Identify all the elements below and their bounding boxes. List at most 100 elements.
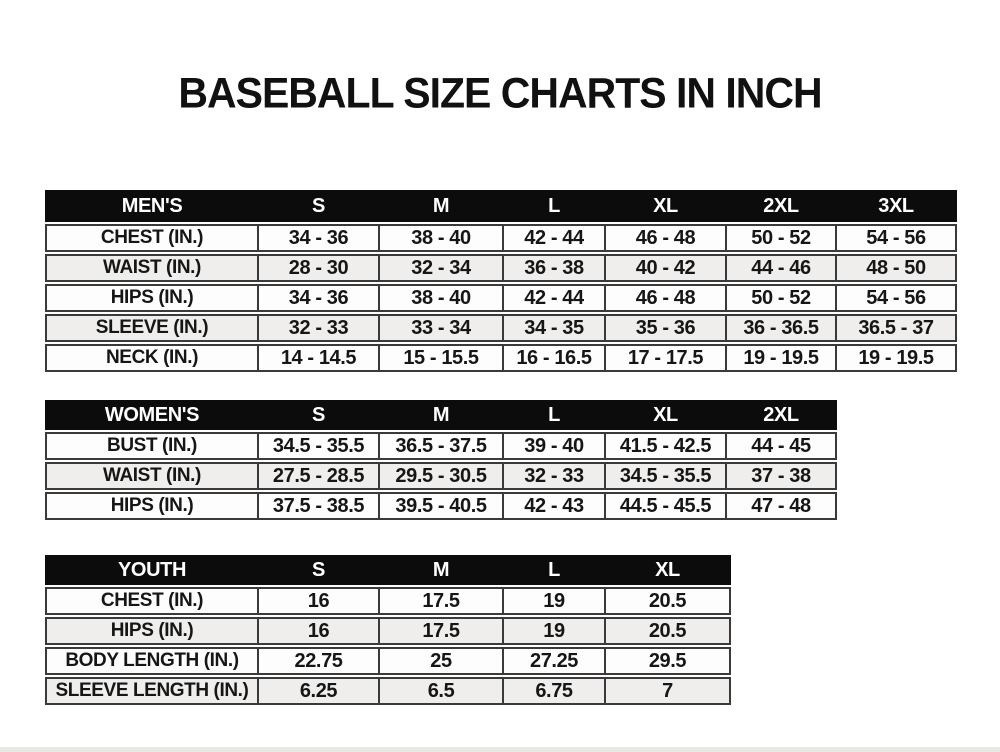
size-value: 6.75 [502,679,604,703]
size-value: 17.5 [378,619,502,643]
youth-size-column-l: L [548,558,560,581]
size-value: 19 [502,589,604,613]
womens-bust-row: BUST (IN.) 34.5 - 35.5 36.5 - 37.5 39 - 40 4… [45,432,837,460]
page-title: BASEBALL SIZE CHARTS IN INCH [178,69,822,117]
size-value: 34 - 36 [257,226,378,250]
measurement-label: WAIST (IN.) [103,465,201,486]
size-value: 34.5 - 35.5 [257,434,378,458]
womens-size-column-m: M [432,403,450,426]
size-value: 37.5 - 38.5 [257,494,378,518]
size-value: 54 - 56 [835,286,955,310]
size-value: 50 - 52 [725,286,835,310]
mens-chest-row: CHEST (IN.) 34 - 36 38 - 40 42 - 44 46 - 48 5… [45,224,957,252]
womens-size-table: WOMEN'S S M L XL 2XL BUST (IN.) 34.5 - 35.5 36.5… [45,400,837,522]
mens-size-column-l: L [548,194,560,217]
size-value: 42 - 44 [502,226,604,250]
size-value: 34 - 36 [257,286,378,310]
youth-size-column-m: M [432,558,450,581]
size-value: 27.5 - 28.5 [257,464,378,488]
size-value: 36 - 38 [502,256,604,280]
size-value: 35 - 36 [604,316,725,340]
size-value: 37 - 38 [725,464,835,488]
size-value: 28 - 30 [257,256,378,280]
size-value: 22.75 [257,649,378,673]
mens-sleeve-row: SLEEVE (IN.) 32 - 33 33 - 34 34 - 35 35 - 36… [45,314,957,342]
mens-size-column-2xl: 2XL [763,194,799,217]
size-value: 44.5 - 45.5 [604,494,725,518]
size-value: 17 - 17.5 [604,346,725,370]
youth-body-row: BODY LENGTH (IN.) 22.75 25 27.25 29.5 [45,647,731,675]
mens-header-row: MEN'S S M L XL 2XL 3XL [45,190,957,222]
size-value: 33 - 34 [378,316,502,340]
youth-hips-row: HIPS (IN.) 16 17.5 19 20.5 [45,617,731,645]
mens-size-column-3xl: 3XL [878,194,914,217]
size-value: 15 - 15.5 [378,346,502,370]
womens-header-row: WOMEN'S S M L XL 2XL [45,400,837,430]
size-value: 42 - 43 [502,494,604,518]
measurement-label: CHEST (IN.) [100,590,204,611]
womens-hips-row: HIPS (IN.) 37.5 - 38.5 39.5 - 40.5 42 - 43 4… [45,492,837,520]
measurement-label: SLEEVE (IN.) [95,317,209,338]
size-value: 25 [378,649,502,673]
size-value: 19 - 19.5 [835,346,955,370]
size-value: 32 - 34 [378,256,502,280]
mens-size-column-m: M [432,194,450,217]
womens-size-column-xl: XL [653,403,678,426]
mens-size-table: MEN'S S M L XL 2XL 3XL CHEST (IN.) 34 - 36 38 - 4… [45,190,957,374]
size-value: 29.5 - 30.5 [378,464,502,488]
size-value: 46 - 48 [604,226,725,250]
size-value: 19 - 19.5 [725,346,835,370]
mens-size-column-xl: XL [653,194,678,217]
size-value: 42 - 44 [502,286,604,310]
measurement-label: SLEEVE LENGTH (IN.) [55,680,249,701]
size-value: 7 [604,679,729,703]
measurement-label: WAIST (IN.) [103,257,201,278]
size-value: 16 [257,589,378,613]
size-value: 50 - 52 [725,226,835,250]
size-value: 34 - 35 [502,316,604,340]
size-value: 36.5 - 37.5 [378,434,502,458]
mens-waist-row: WAIST (IN.) 28 - 30 32 - 34 36 - 38 40 - 42 4… [45,254,957,282]
womens-size-column-l: L [548,403,560,426]
size-value: 38 - 40 [378,286,502,310]
size-value: 29.5 [604,649,729,673]
size-value: 41.5 - 42.5 [604,434,725,458]
size-value: 36 - 36.5 [725,316,835,340]
womens-waist-row: WAIST (IN.) 27.5 - 28.5 29.5 - 30.5 32 - 33… [45,462,837,490]
measurement-label: BUST (IN.) [107,435,197,456]
size-value: 17.5 [378,589,502,613]
youth-size-column-xl: XL [655,558,680,581]
measurement-label: HIPS (IN.) [110,287,194,308]
womens-size-column-s: S [312,403,325,426]
measurement-label: HIPS (IN.) [110,495,194,516]
size-value: 38 - 40 [378,226,502,250]
measurement-label: BODY LENGTH (IN.) [65,650,239,671]
womens-size-column-2xl: 2XL [763,403,799,426]
womens-table-title: WOMEN'S [104,403,200,426]
size-value: 44 - 45 [725,434,835,458]
youth-size-table: YOUTH S M L XL CHEST (IN.) 16 17.5 19 20.5 HIPS (I… [45,555,731,707]
page-bottom-edge [0,747,1000,752]
size-value: 6.25 [257,679,378,703]
size-value: 47 - 48 [725,494,835,518]
size-value: 39 - 40 [502,434,604,458]
size-value: 46 - 48 [604,286,725,310]
size-value: 54 - 56 [835,226,955,250]
size-value: 32 - 33 [257,316,378,340]
youth-header-row: YOUTH S M L XL [45,555,731,585]
size-value: 32 - 33 [502,464,604,488]
measurement-label: NECK (IN.) [105,347,199,368]
size-value: 14 - 14.5 [257,346,378,370]
size-value: 16 [257,619,378,643]
mens-size-column-s: S [312,194,325,217]
measurement-label: HIPS (IN.) [110,620,194,641]
size-value: 6.5 [378,679,502,703]
size-value: 34.5 - 35.5 [604,464,725,488]
youth-sleeve-row: SLEEVE LENGTH (IN.) 6.25 6.5 6.75 7 [45,677,731,705]
youth-chest-row: CHEST (IN.) 16 17.5 19 20.5 [45,587,731,615]
size-value: 16 - 16.5 [502,346,604,370]
youth-size-column-s: S [312,558,325,581]
size-value: 36.5 - 37 [835,316,955,340]
mens-neck-row: NECK (IN.) 14 - 14.5 15 - 15.5 16 - 16.5 17 … [45,344,957,372]
size-value: 20.5 [604,619,729,643]
